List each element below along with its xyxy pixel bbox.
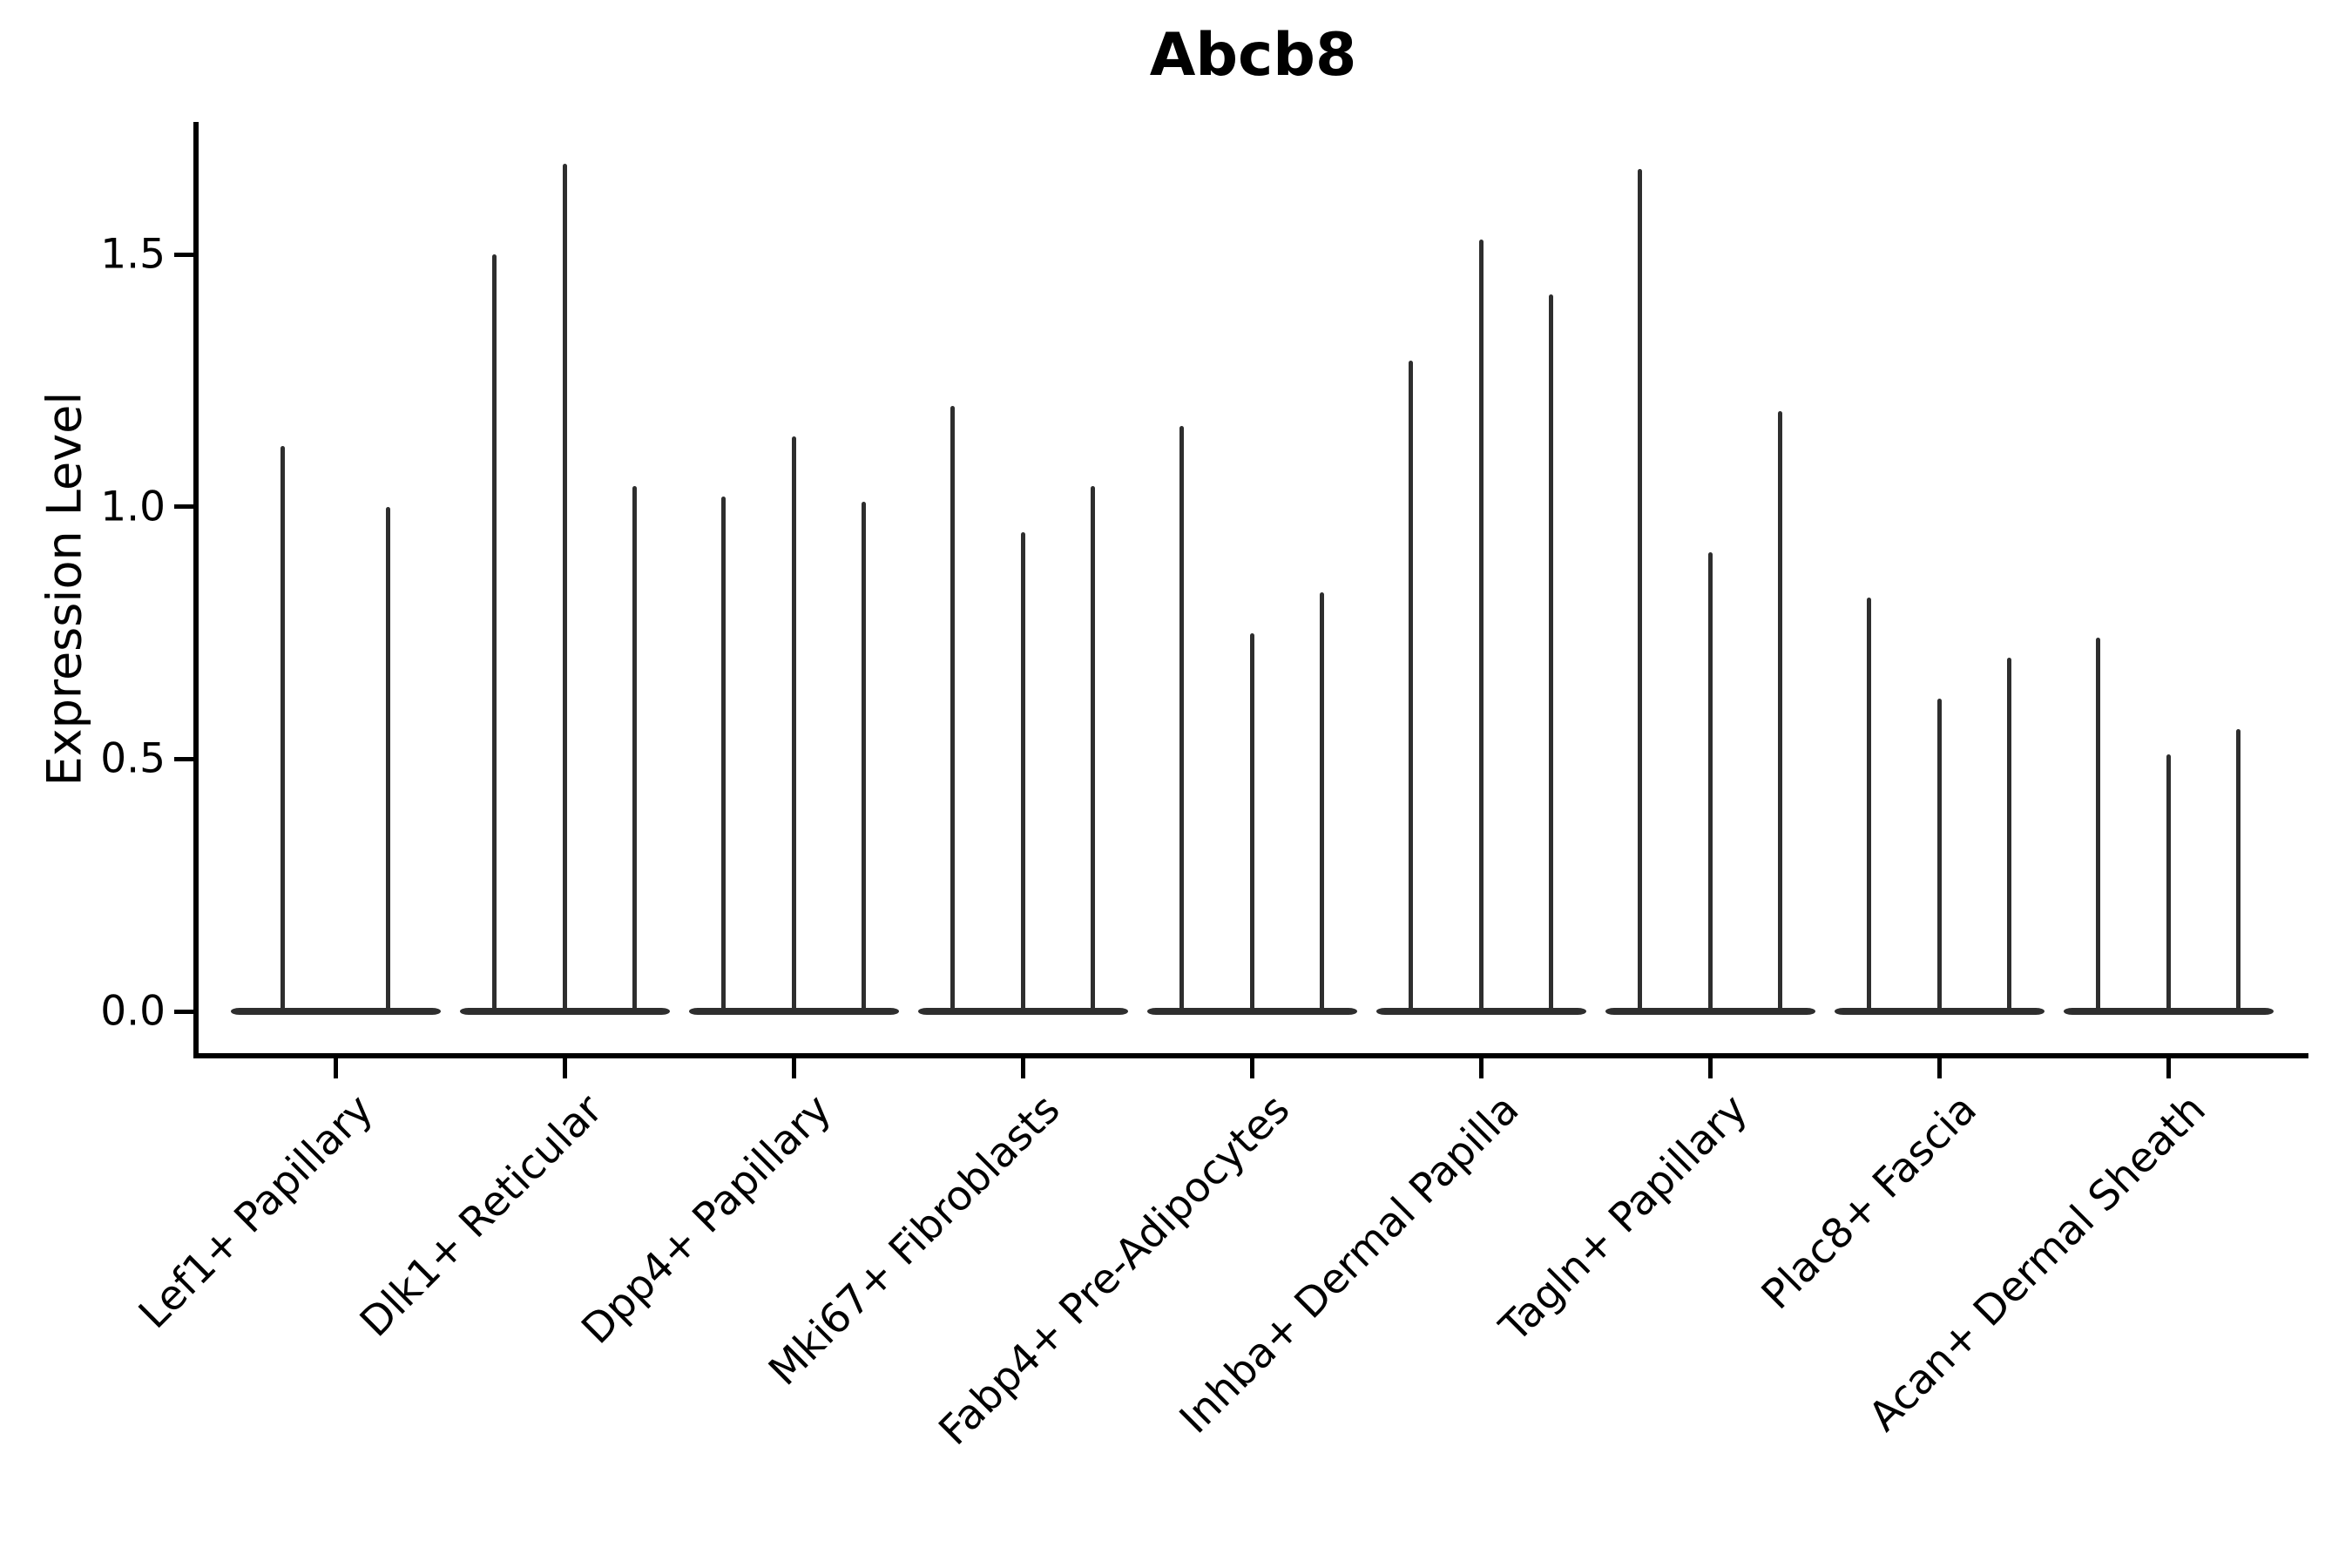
x-tick-mark	[791, 1056, 796, 1078]
x-tick-label: Plac8+ Fascia	[1752, 1085, 1986, 1319]
violin-needle	[492, 254, 497, 1013]
y-tick-mark	[174, 756, 194, 761]
x-tick-mark	[1249, 1056, 1254, 1078]
violin-needle	[385, 506, 390, 1013]
y-tick-label: 1.0	[100, 483, 166, 531]
violin-group-base	[230, 1008, 441, 1015]
x-tick-label: Lef1+ Papillary	[129, 1085, 382, 1338]
y-tick-label: 0.5	[100, 734, 166, 783]
x-tick-mark	[1707, 1056, 1713, 1078]
violin-needle	[1179, 425, 1185, 1013]
y-tick-mark	[174, 504, 194, 510]
violin-needle	[2006, 658, 2011, 1013]
y-axis-label: Expression Level	[37, 391, 92, 787]
violin-needle	[1936, 698, 1942, 1013]
violin-needle	[1319, 592, 1324, 1013]
x-tick-mark	[333, 1056, 338, 1078]
violin-needle	[562, 163, 567, 1013]
violin-needle	[1867, 597, 1872, 1013]
violin-needle	[1020, 531, 1025, 1013]
violin-needle	[2166, 754, 2171, 1013]
violin-needle	[950, 405, 956, 1013]
violin-needle	[1707, 551, 1713, 1013]
violin-needle	[1777, 410, 1782, 1013]
violin-needle	[1548, 294, 1553, 1013]
violin-needle	[861, 501, 866, 1013]
violin-needle	[1090, 486, 1095, 1013]
violin-needle	[1249, 632, 1254, 1013]
violin-needle	[791, 436, 796, 1013]
x-tick-label: Tagln+ Papillary	[1490, 1085, 1757, 1352]
y-tick-label: 1.5	[100, 230, 166, 279]
violin-needle	[1638, 168, 1643, 1013]
violin-needle	[721, 497, 727, 1013]
violin-needle	[1409, 360, 1414, 1013]
x-tick-mark	[1478, 1056, 1484, 1078]
violin-needle	[2235, 728, 2240, 1013]
x-tick-mark	[1020, 1056, 1025, 1078]
violin-needle	[280, 446, 286, 1013]
x-tick-label: Dlk1+ Reticular	[350, 1085, 612, 1347]
x-tick-mark	[562, 1056, 567, 1078]
y-tick-mark	[174, 252, 194, 257]
violin-needle	[1478, 239, 1484, 1013]
y-axis-spine	[193, 122, 199, 1058]
violin-needle	[632, 486, 637, 1013]
y-tick-mark	[174, 1009, 194, 1014]
violin-needle	[2096, 638, 2101, 1013]
x-tick-mark	[1936, 1056, 1942, 1078]
chart-title: Abcb8	[1149, 21, 1357, 90]
y-tick-label: 0.0	[100, 987, 166, 1036]
x-tick-mark	[2166, 1056, 2171, 1078]
x-tick-label: Dpp4+ Papillary	[572, 1085, 841, 1354]
